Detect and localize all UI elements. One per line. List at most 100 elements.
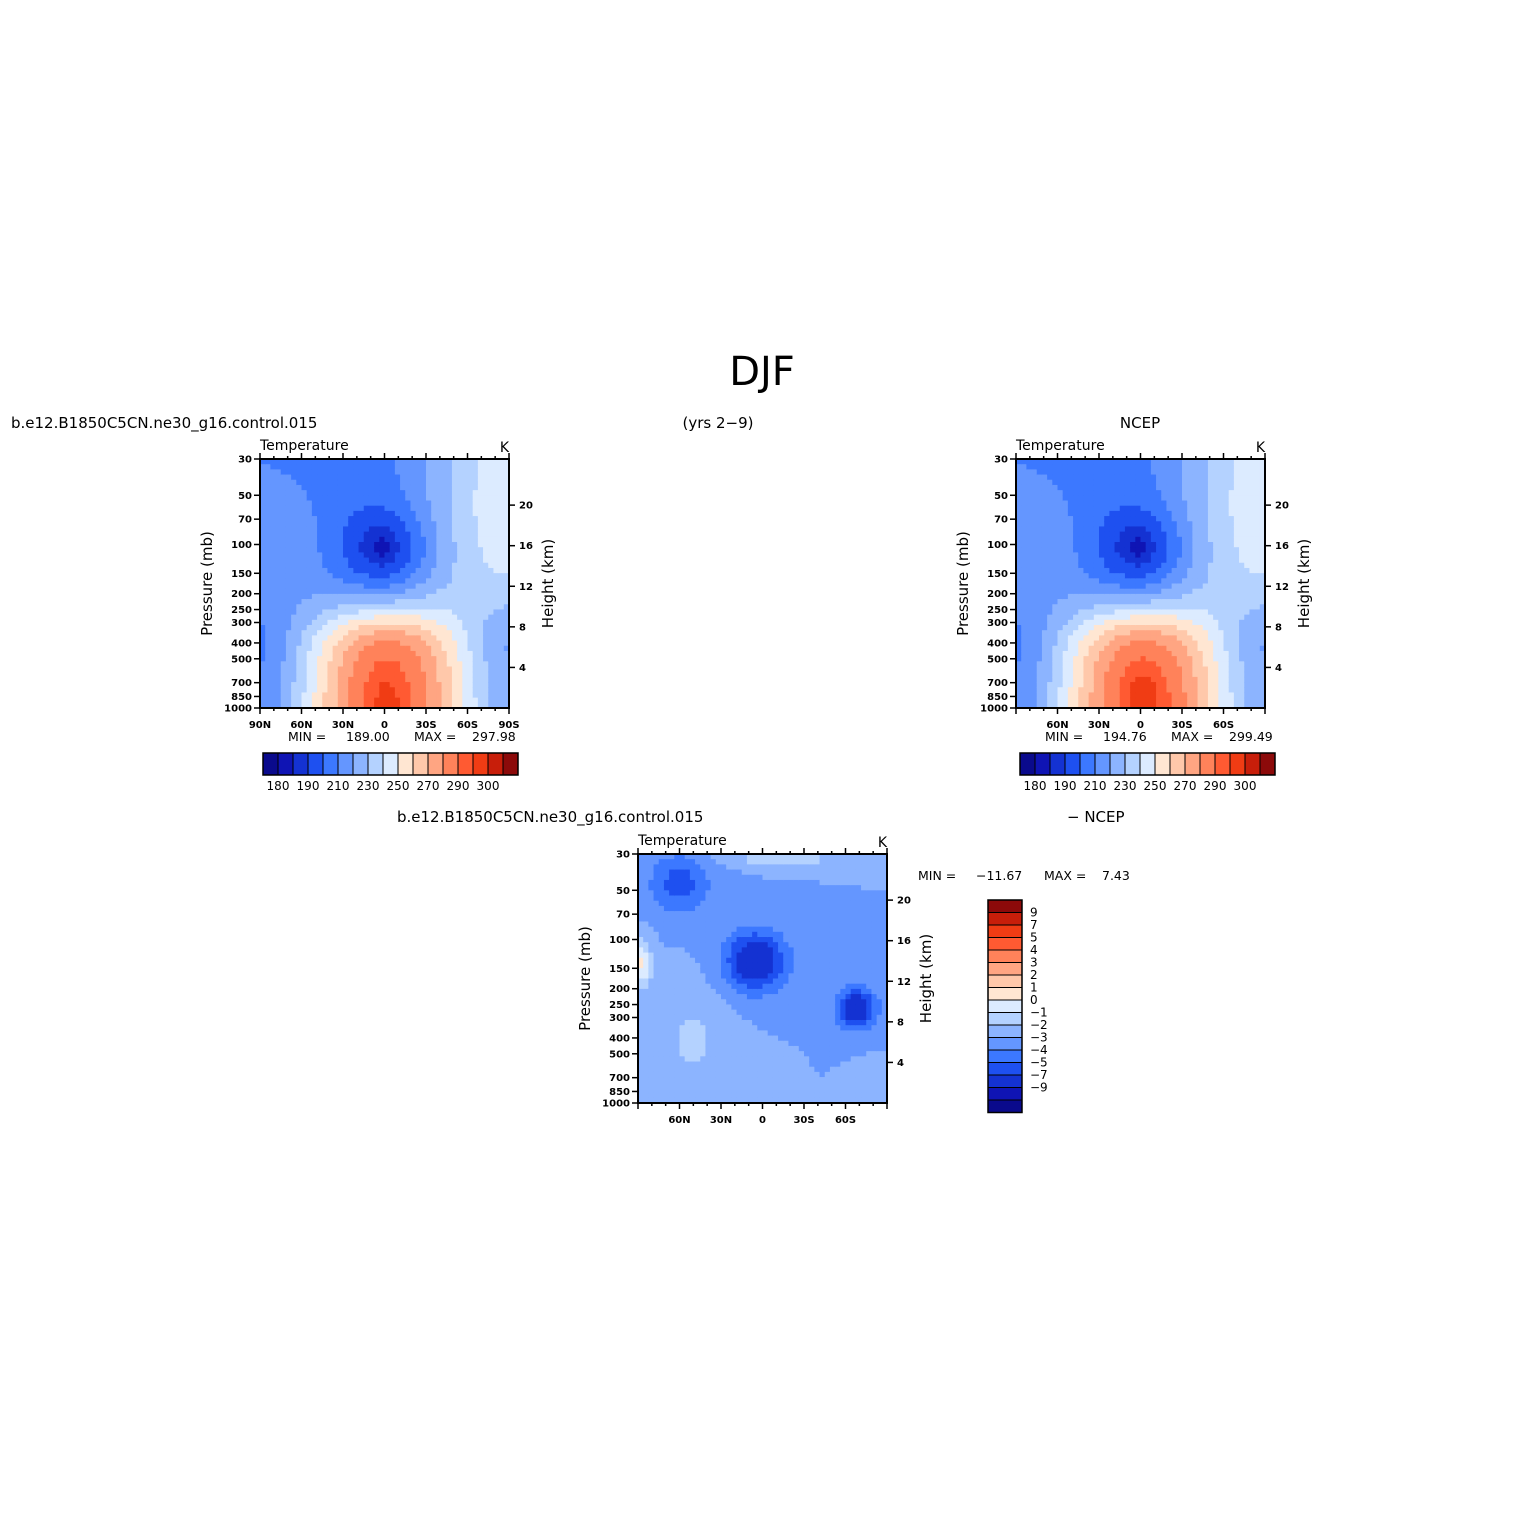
contour-cell xyxy=(363,619,370,626)
contour-cell xyxy=(1171,599,1178,605)
contour-cell xyxy=(296,625,303,631)
contour-cell xyxy=(472,583,479,590)
contour-cell xyxy=(358,464,365,470)
contour-cell xyxy=(1057,557,1064,564)
contour-cell xyxy=(358,526,365,533)
contour-cell xyxy=(379,495,386,502)
contour-cell xyxy=(1254,505,1261,512)
contour-cell xyxy=(1150,542,1157,548)
contour-cell xyxy=(420,552,427,559)
contour-cell xyxy=(337,464,344,470)
contour-cell xyxy=(1135,650,1142,657)
contour-cell xyxy=(296,640,303,647)
contour-cell xyxy=(332,547,339,553)
contour-cell xyxy=(1047,578,1053,585)
contour-cell xyxy=(285,671,292,678)
contour-cell xyxy=(348,567,354,574)
contour-cell xyxy=(1249,692,1256,699)
contour-cell xyxy=(348,650,354,657)
contour-cell xyxy=(1073,588,1079,595)
contour-cell xyxy=(1161,557,1168,564)
contour-cell xyxy=(1207,521,1214,528)
contour-cell xyxy=(1104,459,1110,465)
contour-cell xyxy=(1067,645,1074,652)
contour-cell xyxy=(1182,479,1188,486)
contour-cell xyxy=(1135,578,1142,585)
contour-cell xyxy=(451,692,458,699)
contour-cell xyxy=(353,661,360,668)
contour-cell xyxy=(405,650,412,657)
contour-cell xyxy=(322,697,329,704)
contour-cell xyxy=(405,625,412,631)
contour-cell xyxy=(451,516,458,522)
contour-cell xyxy=(638,1097,644,1104)
contour-cell xyxy=(638,874,644,881)
contour-cell xyxy=(1057,593,1064,600)
contour-cell xyxy=(503,682,510,688)
contour-cell xyxy=(1052,614,1059,621)
contour-cell xyxy=(301,630,308,636)
contour-cell xyxy=(451,562,458,569)
contour-cell xyxy=(472,479,479,486)
contour-cell xyxy=(441,604,448,611)
contour-cell xyxy=(493,464,500,470)
contour-cell xyxy=(446,702,453,709)
contour-cell xyxy=(1207,464,1214,470)
contour-cell xyxy=(467,526,474,533)
contour-cell xyxy=(1249,588,1256,595)
contour-cell xyxy=(1052,692,1059,699)
contour-cell xyxy=(1135,479,1142,486)
contour-cell xyxy=(1083,484,1090,491)
contour-cell xyxy=(1140,490,1147,496)
contour-cell xyxy=(301,578,308,585)
contour-cell xyxy=(1062,526,1069,533)
contour-cell xyxy=(1197,484,1204,491)
contour-cell xyxy=(1026,547,1033,553)
contour-cell xyxy=(1218,630,1225,636)
contour-cell xyxy=(353,573,360,579)
pressure-tick-label: 50 xyxy=(238,491,252,502)
contour-cell xyxy=(1259,650,1266,657)
contour-cell xyxy=(415,630,422,636)
contour-cell xyxy=(1187,671,1193,678)
contour-cell xyxy=(1213,630,1219,636)
contour-cell xyxy=(1021,645,1027,652)
contour-cell xyxy=(1187,630,1193,636)
contour-cell xyxy=(260,484,266,491)
contour-cell xyxy=(648,1071,655,1078)
contour-cell xyxy=(1093,484,1100,491)
contour-cell xyxy=(1047,469,1053,476)
contour-cell xyxy=(1067,666,1074,673)
contour-cell xyxy=(503,464,510,470)
contour-cell xyxy=(270,552,277,559)
contour-cell xyxy=(467,656,474,662)
contour-cell xyxy=(462,567,469,574)
contour-cell xyxy=(1135,682,1142,688)
contour-cell xyxy=(1176,593,1183,600)
contour-cell xyxy=(1249,702,1256,709)
height-tick-label: 12 xyxy=(519,582,533,593)
contour-cell xyxy=(1052,604,1059,611)
contour-cell xyxy=(1218,469,1225,476)
contour-cell xyxy=(1202,495,1209,502)
contour-cell xyxy=(389,567,396,574)
contour-cell xyxy=(384,640,391,647)
contour-cell xyxy=(1036,542,1043,548)
contour-cell xyxy=(467,697,474,704)
contour-cell xyxy=(1140,614,1147,621)
contour-cell xyxy=(1026,702,1033,709)
contour-cell xyxy=(374,562,380,569)
contour-cell xyxy=(1093,531,1100,538)
contour-cell xyxy=(1021,702,1027,709)
contour-cell xyxy=(296,676,303,683)
contour-cell xyxy=(1093,516,1100,522)
contour-cell xyxy=(1078,552,1085,559)
contour-cell xyxy=(648,1045,655,1052)
contour-cell xyxy=(488,536,495,543)
contour-cell xyxy=(1187,645,1193,652)
contour-cell xyxy=(1093,469,1100,476)
contour-cell xyxy=(1062,625,1069,631)
contour-cell xyxy=(503,604,510,611)
contour-cell xyxy=(638,978,644,985)
contour-cell xyxy=(389,521,396,528)
